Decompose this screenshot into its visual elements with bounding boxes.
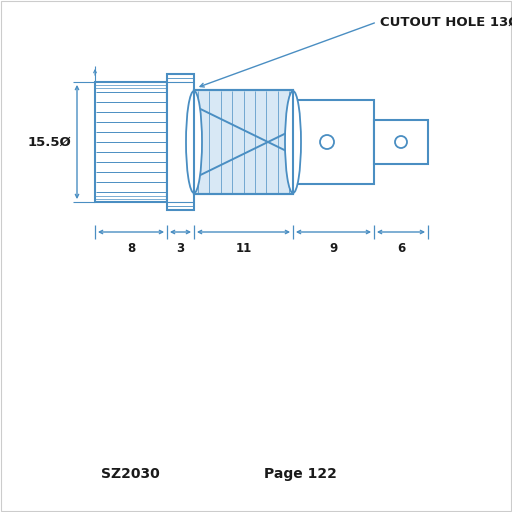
Bar bbox=[293, 100, 374, 184]
Bar bbox=[95, 82, 167, 202]
Text: Page 122: Page 122 bbox=[264, 467, 336, 481]
Ellipse shape bbox=[285, 91, 301, 193]
Bar bbox=[374, 120, 428, 164]
Ellipse shape bbox=[186, 91, 202, 193]
Text: 9: 9 bbox=[329, 242, 337, 255]
Circle shape bbox=[320, 135, 334, 149]
Text: CUTOUT HOLE 13Ø: CUTOUT HOLE 13Ø bbox=[380, 15, 512, 29]
Text: 6: 6 bbox=[397, 242, 405, 255]
Bar bbox=[194, 90, 293, 194]
Text: 11: 11 bbox=[236, 242, 251, 255]
Bar bbox=[194, 90, 293, 194]
Bar bbox=[167, 74, 194, 210]
Circle shape bbox=[395, 136, 407, 148]
Text: 3: 3 bbox=[177, 242, 184, 255]
Text: SZ2030: SZ2030 bbox=[101, 467, 159, 481]
Text: 15.5Ø: 15.5Ø bbox=[27, 136, 71, 148]
Text: 8: 8 bbox=[127, 242, 135, 255]
